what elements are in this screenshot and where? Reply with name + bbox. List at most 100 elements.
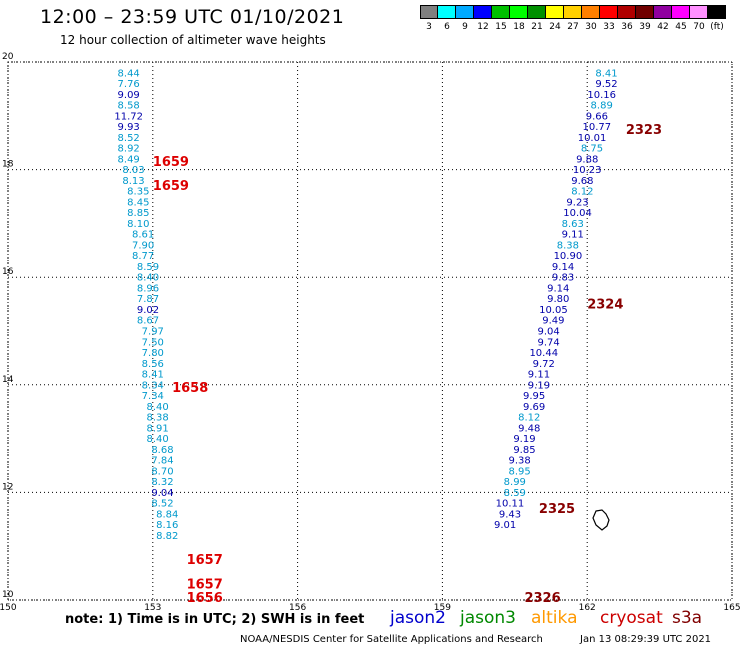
- wave-height-label: 10.05: [539, 305, 568, 316]
- legend-item: 9: [456, 5, 474, 32]
- legend-swatch: [438, 5, 456, 19]
- legend-item: 24: [546, 5, 564, 32]
- wave-height-label: 8.03: [122, 165, 144, 176]
- wave-height-label: 8.61: [132, 230, 154, 241]
- pass-time-label: 1659: [153, 155, 189, 170]
- wave-height-label: 8.58: [118, 101, 140, 112]
- wave-height-label: 8.52: [151, 499, 173, 510]
- wave-height-label: 8.10: [127, 219, 149, 230]
- pass-time-label: 1658: [172, 381, 208, 396]
- credit-text: NOAA/NESDIS Center for Satellite Applica…: [240, 634, 543, 645]
- legend-label: 3: [426, 22, 432, 32]
- page-subtitle: 12 hour collection of altimeter wave hei…: [60, 33, 326, 47]
- wave-height-label: 9.83: [552, 273, 574, 284]
- wave-height-label: 10.77: [583, 122, 612, 133]
- wave-height-label: 10.04: [563, 208, 592, 219]
- wave-height-label: 8.82: [156, 531, 178, 542]
- mission-cryosat: cryosat: [600, 608, 663, 628]
- legend-label: 30: [585, 22, 597, 32]
- legend-item: 18: [510, 5, 528, 32]
- wave-height-label: 9.19: [513, 434, 535, 445]
- legend-item: 36: [618, 5, 636, 32]
- wave-height-label: 10.44: [529, 348, 558, 359]
- wave-height-label: 7.90: [132, 240, 154, 251]
- wave-height-label: 9.43: [499, 509, 521, 520]
- legend-label: 36: [621, 22, 633, 32]
- wave-height-label: 10.90: [554, 251, 583, 262]
- legend-item: 42: [654, 5, 672, 32]
- wave-height-label: 9.52: [595, 79, 617, 90]
- legend-swatch: [510, 5, 528, 19]
- mission-s3a: s3a: [672, 608, 703, 628]
- wave-height-label: 7.87: [137, 294, 159, 305]
- y-tick-label: 20: [2, 52, 14, 62]
- wave-height-label: 8.52: [118, 133, 140, 144]
- legend-item: 6: [438, 5, 456, 32]
- wave-height-label: 8.91: [146, 423, 168, 434]
- wave-height-label: 8.40: [146, 434, 168, 445]
- wave-height-label: 9.74: [537, 337, 559, 348]
- legend-label: 42: [657, 22, 669, 32]
- legend-label: 39: [639, 22, 651, 32]
- pass-time-label: 2326: [524, 591, 560, 606]
- wave-height-label: 7.84: [151, 456, 173, 467]
- legend-swatch: [492, 5, 510, 19]
- x-tick-label: 156: [289, 603, 306, 613]
- wave-height-label: 7.97: [142, 327, 164, 338]
- legend-swatch: [420, 5, 438, 19]
- island-outline: [592, 509, 610, 531]
- legend-item: 30: [582, 5, 600, 32]
- axis-ticks: 150 153 156 159 162 165 10 12 14 16 18 20: [0, 52, 740, 613]
- y-tick-label: 16: [2, 267, 14, 277]
- legend-item: 45: [672, 5, 690, 32]
- wave-height-label: 8.13: [122, 176, 144, 187]
- wave-height-label: 10.11: [496, 499, 525, 510]
- x-tick-label: 150: [0, 603, 17, 613]
- wave-height-label: 8.32: [151, 477, 173, 488]
- legend-swatch: [582, 5, 600, 19]
- wave-height-label: 9.23: [566, 197, 588, 208]
- wave-height-label: 8.16: [156, 520, 178, 531]
- wave-height-label: 8.40: [146, 402, 168, 413]
- legend-label: 70: [693, 22, 705, 32]
- wave-height-label: 8.40: [137, 273, 159, 284]
- legend-label: 21: [531, 22, 543, 32]
- wave-height-label: 8.34: [142, 380, 164, 391]
- chart-grid: [7, 61, 733, 601]
- wave-height-label: 10.16: [587, 90, 616, 101]
- legend-label: 45: [675, 22, 687, 32]
- legend-item: (ft): [708, 5, 726, 32]
- legend-item: 21: [528, 5, 546, 32]
- wave-height-label: 9.80: [547, 294, 569, 305]
- x-tick-label: 153: [144, 603, 161, 613]
- x-tick-label: 162: [579, 603, 596, 613]
- wave-height-label: 9.04: [537, 327, 559, 338]
- legend-label: 15: [495, 22, 507, 32]
- wave-height-label: 8.45: [127, 197, 149, 208]
- wave-height-label: 8.99: [504, 477, 526, 488]
- y-tick-label: 14: [2, 375, 14, 385]
- wave-height-label: 8.38: [557, 240, 579, 251]
- wave-height-label: 8.35: [127, 187, 149, 198]
- wave-height-label: 9.19: [528, 380, 550, 391]
- legend-label: 6: [444, 22, 450, 32]
- wave-height-label: 9.95: [523, 391, 545, 402]
- wave-height-label: 9.49: [542, 316, 564, 327]
- wave-height-label: 8.84: [156, 509, 178, 520]
- legend-swatch: [672, 5, 690, 19]
- legend-swatch: [618, 5, 636, 19]
- page-title: 12:00 – 23:59 UTC 01/10/2021: [40, 6, 345, 28]
- wave-height-label: 8.41: [595, 68, 617, 79]
- legend-swatch: [690, 5, 708, 19]
- wave-height-label: 7.50: [142, 337, 164, 348]
- wave-height-label: 8.41: [142, 370, 164, 381]
- wave-height-label: 8.44: [118, 68, 140, 79]
- timestamp: Jan 13 08:29:39 UTC 2021: [580, 634, 712, 645]
- legend-label: 18: [513, 22, 525, 32]
- wave-height-label: 10.23: [573, 165, 602, 176]
- legend-swatch: [708, 5, 726, 19]
- wave-height-label: 9.14: [547, 283, 569, 294]
- mission-jason2: jason2: [390, 608, 446, 628]
- pass-time-label: 2325: [539, 502, 575, 517]
